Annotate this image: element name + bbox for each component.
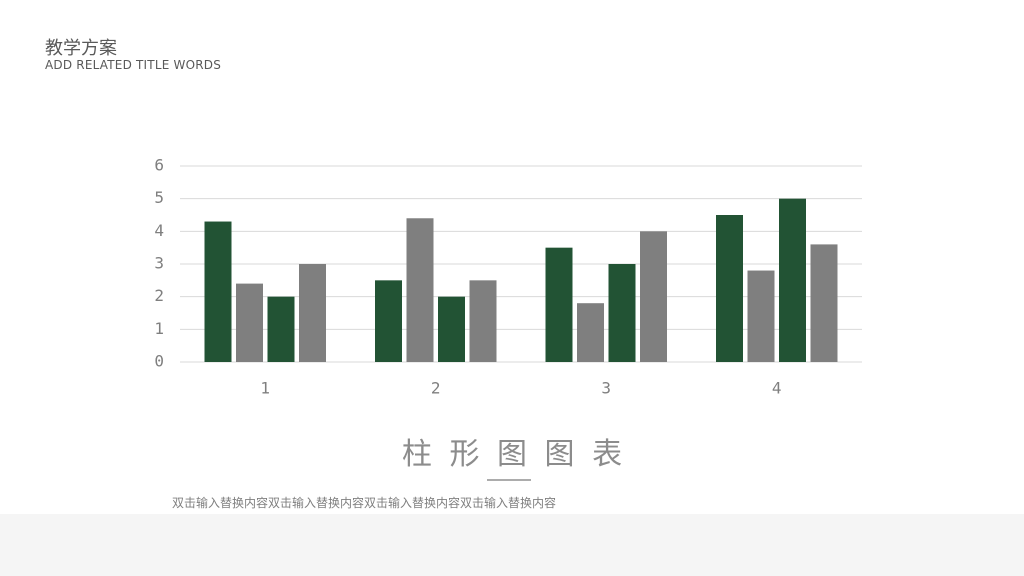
bar — [438, 296, 465, 362]
bar — [469, 280, 497, 362]
bar — [204, 221, 232, 362]
y-tick-label: 4 — [154, 221, 164, 240]
description: 双击输入替换内容双击输入替换内容双击输入替换内容双击输入替换内容 — [172, 496, 557, 510]
x-tick-label: 3 — [601, 379, 611, 398]
bar — [747, 270, 775, 362]
bar — [299, 264, 326, 362]
bar — [545, 247, 573, 362]
y-tick-label: 6 — [154, 156, 164, 175]
bar — [375, 280, 402, 362]
y-tick-label: 2 — [154, 286, 164, 305]
bar — [236, 283, 263, 362]
bar — [810, 244, 838, 362]
x-tick-label: 1 — [260, 379, 270, 398]
x-tick-label: 4 — [772, 379, 782, 398]
y-tick-label: 0 — [154, 352, 164, 371]
bar — [640, 231, 667, 362]
y-tick-label: 5 — [154, 188, 164, 207]
y-tick-label: 3 — [154, 254, 164, 273]
bar — [779, 198, 806, 362]
bar — [716, 215, 743, 362]
slide-subtitle: ADD RELATED TITLE WORDS — [45, 58, 222, 72]
bar — [406, 218, 434, 362]
footer-band — [0, 514, 1024, 576]
bar — [577, 303, 604, 362]
bar — [608, 264, 636, 362]
x-tick-label: 2 — [431, 379, 441, 398]
bar — [267, 296, 295, 362]
slide-title: 教学方案 — [45, 38, 117, 59]
y-tick-label: 1 — [154, 319, 164, 338]
chart-title: 柱 形 图 图 表 — [402, 437, 626, 472]
